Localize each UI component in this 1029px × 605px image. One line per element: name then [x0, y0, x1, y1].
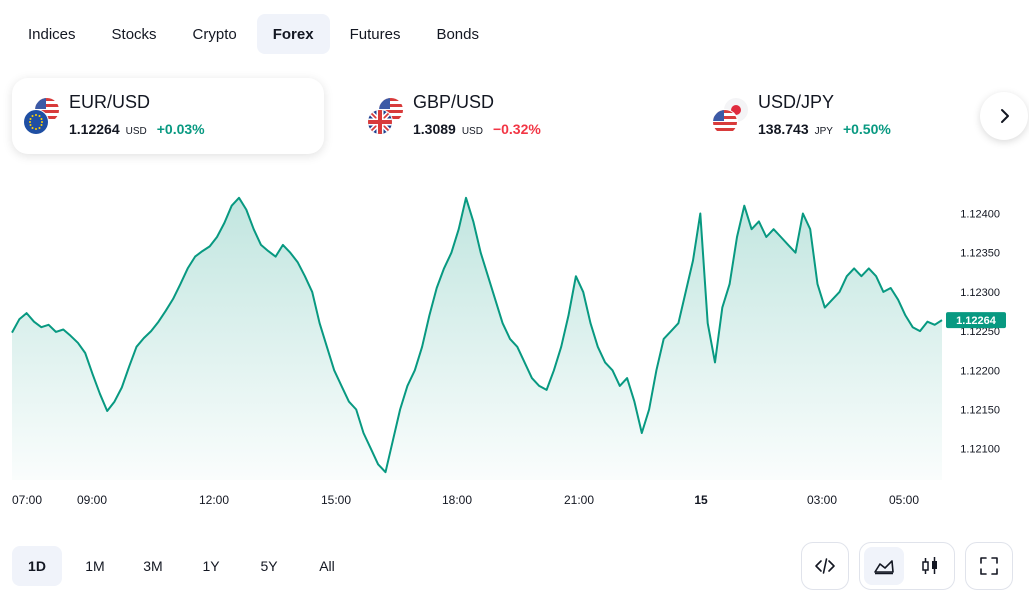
symbol-currency: USD [125, 126, 147, 137]
symbol-card-usdjpy[interactable]: USD/JPY 138.743 JPY +0.50% [701, 78, 1013, 154]
symbol-carousel: EUR/USD 1.12264 USD +0.03% GBP/USD [12, 78, 1029, 156]
tab-forex[interactable]: Forex [256, 14, 330, 54]
symbol-card-eurusd[interactable]: EUR/USD 1.12264 USD +0.03% [12, 78, 324, 154]
chart-type-toggle [859, 542, 955, 590]
candlestick-icon [922, 557, 937, 574]
range-selector: 1D 1M 3M 1Y 5Y All [12, 546, 352, 586]
market-tabs: Indices Stocks Crypto Forex Futures Bond… [12, 14, 495, 54]
symbol-currency: USD [461, 126, 483, 137]
code-icon [815, 558, 835, 574]
x-tick-label: 15:00 [321, 493, 351, 507]
y-tick-label: 1.12250 [960, 326, 1000, 338]
x-tick-label: 21:00 [564, 493, 594, 507]
symbol-name: USD/JPY [758, 92, 835, 112]
uk-flag-icon [368, 110, 392, 134]
y-tick-label: 1.12100 [960, 444, 1000, 456]
embed-code-button[interactable] [801, 542, 849, 590]
tab-indices[interactable]: Indices [28, 25, 76, 43]
area-chart-button[interactable] [864, 547, 904, 585]
x-tick-label: 18:00 [442, 493, 472, 507]
x-tick-label: 05:00 [889, 493, 919, 507]
tab-crypto[interactable]: Crypto [192, 25, 237, 43]
symbol-card-gbpusd[interactable]: GBP/USD 1.3089 USD −0.32% [356, 78, 668, 154]
symbol-change: +0.50% [842, 121, 891, 137]
eu-flag-icon [24, 110, 48, 134]
x-tick-label: 07:00 [12, 493, 42, 507]
last-price-label: 1.12264 [956, 315, 997, 327]
area-chart-icon [874, 560, 894, 575]
symbol-name: GBP/USD [413, 92, 495, 112]
us-flag-icon [379, 98, 403, 122]
price-chart[interactable]: 1.12400 1.12350 1.12300 1.12250 1.12200 1.121… [0, 180, 1029, 520]
y-tick-label: 1.12150 [960, 404, 1000, 416]
fullscreen-button[interactable] [965, 542, 1013, 590]
range-all[interactable]: All [319, 558, 335, 574]
symbol-name: EUR/USD [69, 92, 151, 112]
chevron-right-icon [1001, 109, 1009, 123]
y-tick-label: 1.12200 [960, 365, 1000, 377]
tab-futures[interactable]: Futures [349, 25, 401, 43]
symbol-price: 138.743 [758, 121, 809, 137]
y-tick-label: 1.12350 [960, 248, 1000, 260]
candles-chart-button[interactable] [910, 547, 950, 585]
symbol-price: 1.12264 [69, 121, 120, 137]
range-1d[interactable]: 1D [12, 546, 62, 586]
symbol-currency: JPY [814, 126, 833, 137]
gbp-usd-flags-icon [367, 98, 403, 135]
chart-area-fill [12, 197, 942, 481]
tab-stocks[interactable]: Stocks [111, 25, 157, 43]
x-tick-label: 03:00 [807, 493, 837, 507]
x-tick-label: 09:00 [77, 493, 107, 507]
range-5y[interactable]: 5Y [260, 558, 278, 574]
eur-usd-flags-icon [23, 98, 59, 135]
last-price-marker: 1.12264 [946, 312, 1006, 329]
symbol-change: −0.32% [492, 121, 541, 137]
carousel-next-button[interactable] [980, 92, 1028, 140]
usd-jpy-flags-icon [712, 98, 748, 135]
chart-series-line [11, 196, 943, 474]
y-tick-label: 1.12300 [960, 287, 1000, 299]
y-tick-label: 1.12400 [960, 209, 1000, 221]
range-1y[interactable]: 1Y [202, 558, 220, 574]
range-3m[interactable]: 3M [143, 558, 163, 574]
tab-bonds[interactable]: Bonds [436, 25, 479, 43]
x-tick-label: 12:00 [199, 493, 229, 507]
symbol-price: 1.3089 [413, 121, 456, 137]
fullscreen-icon [980, 557, 998, 575]
range-1m[interactable]: 1M [85, 558, 105, 574]
x-tick-label: 15 [694, 493, 708, 507]
symbol-change: +0.03% [156, 121, 205, 137]
us-flag-icon [713, 110, 737, 134]
